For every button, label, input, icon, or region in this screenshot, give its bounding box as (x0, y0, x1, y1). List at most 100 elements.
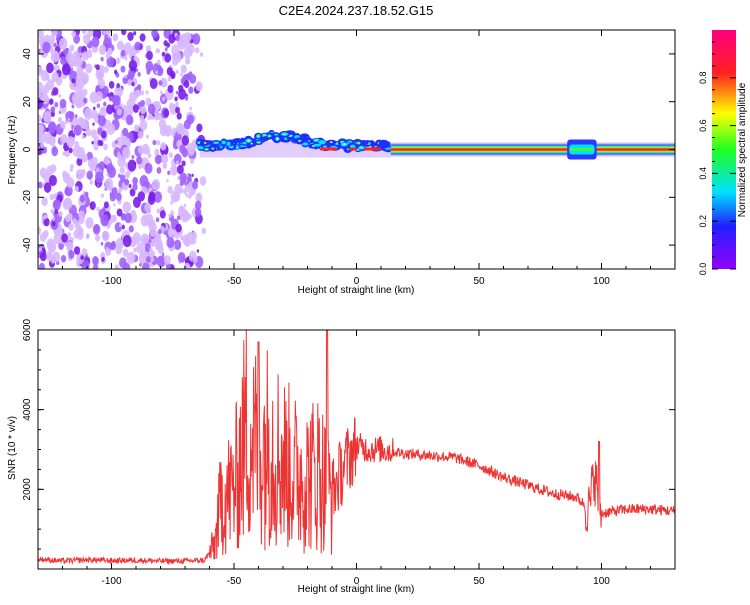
noise-blob (45, 127, 49, 132)
noise-blob (53, 232, 62, 245)
colorbar-label: Normalized spectral amplitude (737, 82, 748, 217)
noise-blob (145, 234, 149, 239)
snr-xlabel: Height of straight line (km) (298, 584, 415, 595)
noise-blob (82, 88, 88, 96)
noise-blob (126, 251, 136, 264)
signal-peak (204, 148, 209, 151)
noise-blob (80, 255, 84, 261)
noise-blob (116, 108, 122, 116)
x-tick-label: -100 (101, 276, 121, 287)
noise-blob (67, 212, 73, 221)
noise-blob (177, 252, 186, 263)
noise-blob (58, 93, 62, 98)
noise-blob (81, 134, 85, 139)
noise-blob (145, 60, 154, 72)
noise-blob (185, 57, 191, 65)
spectrogram-marks (38, 30, 675, 269)
noise-blob (38, 88, 48, 101)
noise-blob (137, 130, 144, 139)
noise-blob (120, 49, 126, 57)
noise-blob (84, 191, 89, 198)
noise-blob (91, 36, 100, 48)
noise-blob (85, 128, 92, 137)
colorbar-ticks: 0.0 0.2 0.4 0.6 0.8 (698, 41, 736, 275)
noise-blob (107, 165, 117, 178)
noise-blob (191, 173, 194, 177)
noise-blob (61, 63, 71, 76)
signal-peak-strong (247, 139, 250, 142)
noise-blob (119, 166, 125, 174)
noise-blob (157, 228, 162, 235)
noise-blob (176, 164, 184, 175)
noise-blob (154, 154, 162, 165)
noise-blob (74, 82, 83, 95)
noise-blob (194, 200, 202, 210)
noise-blob (149, 247, 153, 252)
noise-blob (38, 134, 42, 143)
signal-peak (359, 146, 363, 149)
noise-blob (40, 142, 45, 149)
noise-blob (122, 146, 131, 159)
noise-blob (101, 230, 110, 242)
colorbar: 0.0 0.2 0.4 0.6 0.8 Normalized spectral ampl… (698, 30, 748, 275)
noise-blob (142, 262, 150, 269)
carrier-line (390, 148, 675, 151)
noise-blob (141, 143, 150, 155)
noise-blob (189, 74, 197, 84)
noise-blob (186, 176, 192, 183)
noise-blob (178, 84, 184, 93)
y-tick-label: 20 (22, 96, 33, 108)
noise-blob (136, 84, 142, 91)
noise-blob (191, 238, 197, 245)
noise-blob (67, 232, 72, 238)
noise-blob (176, 160, 179, 165)
noise-blob (103, 101, 107, 107)
noise-blob (50, 164, 57, 173)
noise-blob (185, 193, 189, 198)
noise-blob (38, 97, 43, 110)
noise-blob (147, 114, 152, 121)
noise-blob (49, 47, 55, 54)
noise-blob (184, 95, 189, 101)
noise-blob (43, 217, 50, 227)
noise-blob (187, 213, 192, 220)
noise-blob (74, 114, 78, 118)
noise-blob (112, 95, 121, 107)
noise-blob (57, 117, 63, 123)
noise-blob (127, 79, 133, 86)
noise-blob (167, 76, 172, 82)
noise-blob (194, 207, 202, 218)
noise-blob (41, 197, 48, 206)
noise-blob (119, 257, 127, 269)
noise-blob (66, 241, 74, 252)
noise-blob (196, 249, 200, 253)
noise-blob (161, 79, 168, 88)
chart-title: C2E4.2024.237.18.52.G15 (279, 3, 434, 18)
noise-blob (90, 129, 97, 138)
noise-blob (81, 51, 89, 61)
noise-blob (121, 224, 125, 230)
noise-blob (38, 114, 42, 123)
colorbar-tick-label: 0.6 (698, 119, 708, 132)
noise-blob (139, 119, 148, 131)
noise-blob (63, 197, 73, 210)
noise-blob (164, 47, 168, 52)
noise-blob (97, 127, 103, 135)
signal-core (313, 143, 322, 147)
noise-blob (154, 148, 160, 156)
noise-blob (119, 223, 123, 228)
noise-blob (92, 122, 95, 126)
signal-blob (232, 138, 243, 143)
noise-blob (69, 44, 75, 52)
noise-blob (81, 30, 87, 35)
noise-blob (87, 158, 95, 169)
noise-blob (140, 99, 145, 107)
noise-blob (159, 210, 166, 219)
noise-blob (171, 73, 175, 79)
noise-blob (68, 147, 73, 154)
noise-blob (133, 31, 137, 36)
signal-core (221, 140, 226, 145)
noise-blob (92, 224, 101, 235)
noise-blob (113, 203, 116, 207)
noise-blob (75, 169, 84, 180)
